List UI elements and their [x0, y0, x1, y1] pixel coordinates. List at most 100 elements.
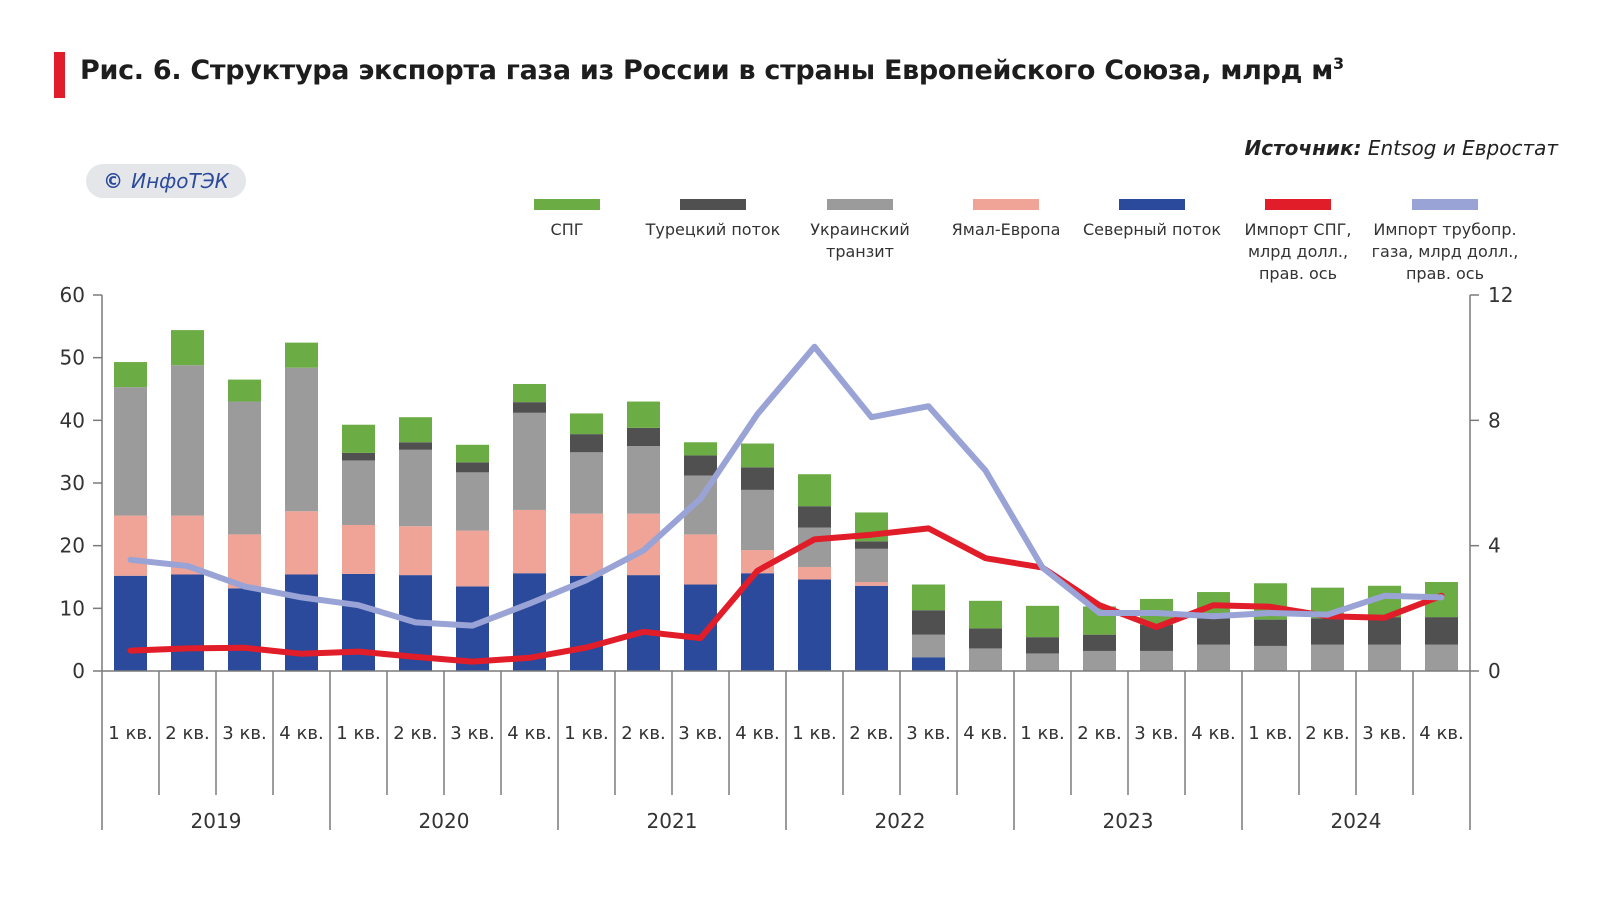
- legend-swatch: [1412, 199, 1478, 210]
- bar-segment: [1425, 644, 1458, 671]
- year-label: 2023: [1103, 809, 1154, 833]
- bar-segment: [1197, 644, 1230, 671]
- bar-segment: [342, 524, 375, 574]
- bar-segment: [342, 573, 375, 671]
- legend-swatch: [534, 199, 600, 210]
- bar-segment: [798, 506, 831, 528]
- bar-segment: [513, 402, 546, 413]
- bar-segment: [570, 413, 603, 435]
- bar-segment: [627, 513, 660, 576]
- quarter-label: 1 кв.: [564, 723, 608, 744]
- left-tick-label: 40: [60, 408, 85, 432]
- bar-segment: [912, 584, 945, 611]
- line-series-path: [127, 343, 1445, 629]
- year-label: 2020: [419, 809, 470, 833]
- quarter-label: 2 кв.: [393, 723, 437, 744]
- bar-segment: [285, 367, 318, 512]
- bar-segment: [855, 582, 888, 586]
- bar-segment: [912, 657, 945, 671]
- quarter-label: 3 кв.: [450, 723, 494, 744]
- bar-segment: [798, 566, 831, 580]
- bar-segment: [228, 588, 261, 671]
- quarter-label: 3 кв.: [1134, 723, 1178, 744]
- quarter-label: 1 кв.: [1248, 723, 1292, 744]
- bar-segment: [456, 472, 489, 531]
- quarter-label: 1 кв.: [1020, 723, 1064, 744]
- bar-segment: [399, 526, 432, 576]
- left-tick-label: 20: [60, 534, 85, 558]
- quarter-label: 3 кв.: [222, 723, 266, 744]
- bar-segment: [855, 541, 888, 549]
- legend-swatch: [827, 199, 893, 210]
- right-tick-label: 12: [1488, 283, 1513, 307]
- quarter-label: 2 кв.: [165, 723, 209, 744]
- bar-segment: [969, 600, 1002, 629]
- line-series: [127, 343, 1445, 665]
- legend-label: Ямал-Европа: [952, 220, 1061, 239]
- bar-segment: [1254, 619, 1287, 646]
- bar-segment: [1026, 605, 1059, 638]
- source-note: Источник: Entsog и Евростат: [1244, 136, 1558, 160]
- bar-segment: [1368, 617, 1401, 645]
- bar-segment: [114, 515, 147, 576]
- copyright-icon: ©: [103, 169, 124, 193]
- legend-label: Импорт СПГ, млрд долл., прав. ось: [1245, 220, 1352, 283]
- bar-segment: [1026, 637, 1059, 654]
- legend-label: Импорт трубопр. газа, млрд долл., прав. ос…: [1372, 220, 1519, 283]
- bar-segment: [912, 634, 945, 658]
- bar-segment: [1197, 618, 1230, 645]
- bar-segment: [228, 401, 261, 535]
- bar-segment: [513, 412, 546, 510]
- bar-segment: [114, 575, 147, 671]
- quarter-label: 4 кв.: [963, 723, 1007, 744]
- year-label: 2024: [1331, 809, 1382, 833]
- bar-segment: [1026, 653, 1059, 671]
- legend-label: Украинский транзит: [810, 220, 910, 261]
- bar-segment: [912, 610, 945, 635]
- bar-segment: [1140, 650, 1173, 671]
- chart-title: Рис. 6. Структура экспорта газа из Росси…: [80, 54, 1344, 86]
- bar-segment: [114, 387, 147, 516]
- bar-segment: [342, 424, 375, 453]
- quarter-label: 4 кв.: [1191, 723, 1235, 744]
- bar-segment: [1311, 618, 1344, 645]
- bar-segment: [171, 574, 204, 671]
- legend: СПГ Турецкий поток Украинский транзит Ямал-Е…: [534, 199, 1518, 283]
- quarter-label: 2 кв.: [849, 723, 893, 744]
- right-tick-label: 4: [1488, 534, 1501, 558]
- bar-segment: [570, 434, 603, 453]
- axes: 0 10 20 30 40 50 60 0 4 8 12: [60, 283, 1514, 683]
- bar-segment: [171, 330, 204, 366]
- year-label: 2019: [191, 809, 242, 833]
- bar-segment: [1368, 644, 1401, 671]
- bar-series: [114, 330, 1458, 671]
- bar-segment: [1311, 644, 1344, 671]
- legend-swatch: [1265, 199, 1331, 210]
- quarter-label: 1 кв.: [792, 723, 836, 744]
- bar-segment: [399, 449, 432, 527]
- bar-segment: [114, 362, 147, 388]
- bar-segment: [1083, 634, 1116, 651]
- line-series-path: [127, 525, 1445, 665]
- bar-segment: [855, 585, 888, 671]
- bar-segment: [627, 401, 660, 428]
- legend-swatch: [1119, 199, 1185, 210]
- bar-segment: [741, 573, 774, 671]
- bar-segment: [399, 417, 432, 443]
- bar-segment: [342, 460, 375, 525]
- bar-segment: [228, 379, 261, 402]
- bar-segment: [684, 534, 717, 585]
- bar-segment: [627, 446, 660, 514]
- quarter-label: 2 кв.: [1305, 723, 1349, 744]
- quarter-label: 1 кв.: [108, 723, 152, 744]
- legend-swatch: [680, 199, 746, 210]
- bar-segment: [684, 455, 717, 476]
- bar-segment: [741, 467, 774, 490]
- bar-segment: [627, 575, 660, 671]
- bar-segment: [456, 462, 489, 473]
- bar-segment: [798, 579, 831, 671]
- bar-segment: [1083, 650, 1116, 671]
- right-tick-label: 8: [1488, 408, 1501, 432]
- legend-swatch: [973, 199, 1039, 210]
- year-label: 2022: [875, 809, 926, 833]
